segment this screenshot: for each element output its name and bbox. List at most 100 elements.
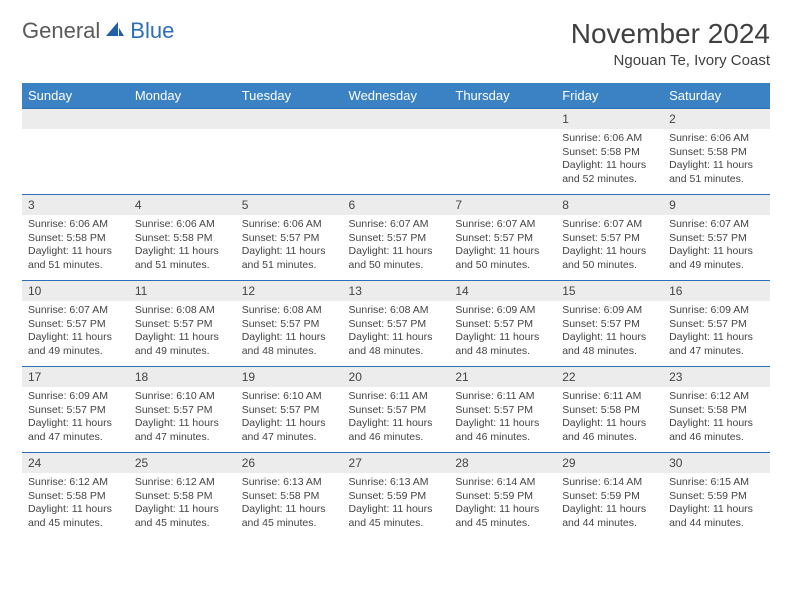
sunset-line: Sunset: 5:57 PM [242, 404, 320, 416]
location: Ngouan Te, Ivory Coast [571, 52, 770, 69]
day-body: Sunrise: 6:07 AMSunset: 5:57 PMDaylight:… [663, 215, 770, 279]
day-number: 29 [556, 453, 663, 473]
sunrise-line: Sunrise: 6:09 AM [455, 304, 535, 316]
calendar-cell: 12Sunrise: 6:08 AMSunset: 5:57 PMDayligh… [236, 281, 343, 367]
day-number: 3 [22, 195, 129, 215]
calendar-cell: 18Sunrise: 6:10 AMSunset: 5:57 PMDayligh… [129, 367, 236, 453]
sunset-line: Sunset: 5:57 PM [349, 232, 427, 244]
day-number: 24 [22, 453, 129, 473]
day-body: Sunrise: 6:07 AM Sunset: 5:57 PMDaylight:… [343, 215, 450, 279]
sunrise-line: Sunrise: 6:08 AM [135, 304, 215, 316]
weekday-header: Tuesday [236, 83, 343, 109]
sunrise-line: Sunrise: 6:11 AM [349, 390, 428, 402]
sail-icon [104, 18, 126, 44]
sunset-line: Sunset: 5:57 PM [455, 318, 533, 330]
sunset-line: Sunset: 5:58 PM [562, 146, 640, 158]
calendar-cell [236, 109, 343, 195]
daylight-line: Daylight: 11 hours and 50 minutes. [455, 245, 539, 271]
daylight-line: Daylight: 11 hours and 52 minutes. [562, 159, 646, 185]
day-number [449, 109, 556, 129]
calendar-cell: 25Sunrise: 6:12 AMSunset: 5:58 PMDayligh… [129, 453, 236, 539]
day-body: Sunrise: 6:06 AMSunset: 5:58 PMDaylight:… [663, 129, 770, 193]
daylight-line: Daylight: 11 hours and 50 minutes. [562, 245, 646, 271]
day-body: Sunrise: 6:12 AMSunset: 5:58 PMDaylight:… [129, 473, 236, 537]
calendar-week: 17Sunrise: 6:09 AMSunset: 5:57 PMDayligh… [22, 367, 770, 453]
calendar-cell [22, 109, 129, 195]
day-number: 8 [556, 195, 663, 215]
calendar-cell: 24Sunrise: 6:12 AMSunset: 5:58 PMDayligh… [22, 453, 129, 539]
day-body: Sunrise: 6:12 AMSunset: 5:58 PMDaylight:… [663, 387, 770, 451]
sunset-line: Sunset: 5:57 PM [562, 232, 640, 244]
sunrise-line: Sunrise: 6:11 AM [455, 390, 534, 402]
daylight-line: Daylight: 11 hours and 46 minutes. [562, 417, 646, 443]
sunrise-line: Sunrise: 6:13 AM [242, 476, 322, 488]
day-number: 6 [343, 195, 450, 215]
sunrise-line: Sunrise: 6:10 AM [135, 390, 215, 402]
sunrise-line: Sunrise: 6:06 AM [242, 218, 322, 230]
calendar-cell: 1Sunrise: 6:06 AMSunset: 5:58 PMDaylight… [556, 109, 663, 195]
day-number: 9 [663, 195, 770, 215]
daylight-line: Daylight: 11 hours and 49 minutes. [135, 331, 219, 357]
sunrise-line: Sunrise: 6:06 AM [135, 218, 215, 230]
sunrise-line: Sunrise: 6:13 AM [349, 476, 429, 488]
calendar-cell: 23Sunrise: 6:12 AMSunset: 5:58 PMDayligh… [663, 367, 770, 453]
day-number: 2 [663, 109, 770, 129]
day-number: 13 [343, 281, 450, 301]
daylight-line: Daylight: 11 hours and 50 minutes. [349, 245, 433, 271]
sunrise-line: Sunrise: 6:09 AM [562, 304, 642, 316]
sunrise-line: Sunrise: 6:06 AM [669, 132, 749, 144]
weekday-header: Sunday [22, 83, 129, 109]
day-body: Sunrise: 6:10 AMSunset: 5:57 PMDaylight:… [236, 387, 343, 451]
calendar-cell: 13Sunrise: 6:08 AMSunset: 5:57 PMDayligh… [343, 281, 450, 367]
calendar-cell: 29Sunrise: 6:14 AMSunset: 5:59 PMDayligh… [556, 453, 663, 539]
day-body: Sunrise: 6:14 AMSunset: 5:59 PMDaylight:… [556, 473, 663, 537]
calendar-cell: 11 Sunrise: 6:08 AM Sunset: 5:57 PMDayligh… [129, 281, 236, 367]
sunset-line: Sunset: 5:58 PM [135, 490, 213, 502]
day-body: Sunrise: 6:08 AM Sunset: 5:57 PMDaylight:… [129, 301, 236, 365]
sunset-line: Sunset: 5:58 PM [135, 232, 213, 244]
sunrise-line: Sunrise: 6:07 AM [349, 218, 429, 230]
sunrise-line: Sunrise: 6:06 AM [562, 132, 642, 144]
calendar-cell: 5Sunrise: 6:06 AMSunset: 5:57 PMDaylight… [236, 195, 343, 281]
sunset-line: Sunset: 5:57 PM [135, 318, 213, 330]
sunrise-line: Sunrise: 6:12 AM [135, 476, 215, 488]
sunset-line: Sunset: 5:58 PM [28, 232, 106, 244]
day-number: 14 [449, 281, 556, 301]
day-number: 28 [449, 453, 556, 473]
sunrise-line: Sunrise: 6:08 AM [349, 304, 429, 316]
calendar-week: 24 Sunrise: 6:12 AM Sunset: 5:58 PM Dayligh… [22, 453, 770, 539]
calendar-cell [343, 109, 450, 195]
calendar-cell: 10Sunrise: 6:07 AMSunset: 5:57 PMDayligh… [22, 281, 129, 367]
weekday-header: Wednesday [343, 83, 450, 109]
day-body: Sunrise: 6:07 AMSunset: 5:57 PMDaylight:… [22, 301, 129, 365]
calendar-cell: 3Sunrise: 6:06 AMSunset: 5:58 PMDaylight… [22, 195, 129, 281]
day-number: 15 [556, 281, 663, 301]
calendar-cell: 8Sunrise: 6:07 AMSunset: 5:57 PMDaylight… [556, 195, 663, 281]
day-number: 16 [663, 281, 770, 301]
daylight-line: Daylight: 11 hours and 46 minutes. [349, 417, 433, 443]
day-number: 19 [236, 367, 343, 387]
calendar-week: 3Sunrise: 6:06 AMSunset: 5:58 PMDaylight… [22, 195, 770, 281]
day-number: 11 [129, 281, 236, 301]
daylight-line: Daylight: 11 hours and 49 minutes. [28, 331, 112, 357]
sunset-line: Sunset: 5:58 PM [242, 490, 320, 502]
day-body: Sunrise: 6:07 AMSunset: 5:57 PMDaylight:… [449, 215, 556, 279]
daylight-line: Daylight: 11 hours and 47 minutes. [135, 417, 219, 443]
calendar-cell: 27Sunrise: 6:13 AMSunset: 5:59 PMDayligh… [343, 453, 450, 539]
daylight-line: Daylight: 11 hours and 51 minutes. [28, 245, 112, 271]
sunrise-line: Sunrise: 6:07 AM [28, 304, 108, 316]
sunset-line: Sunset: 5:59 PM [562, 490, 640, 502]
day-number [343, 109, 450, 129]
day-body: Sunrise: 6:11 AMSunset: 5:57 PMDaylight:… [449, 387, 556, 451]
day-body: Sunrise: 6:13 AMSunset: 5:58 PMDaylight:… [236, 473, 343, 537]
sunrise-line: Sunrise: 6:12 AM [669, 390, 749, 402]
day-number: 20 [343, 367, 450, 387]
daylight-line: Daylight: 11 hours and 46 minutes. [455, 417, 539, 443]
sunset-line: Sunset: 5:57 PM [242, 232, 320, 244]
logo-text-blue: Blue [130, 18, 174, 44]
daylight-line: Daylight: 11 hours and 46 minutes. [669, 417, 753, 443]
day-number: 17 [22, 367, 129, 387]
sunset-line: Sunset: 5:57 PM [669, 232, 747, 244]
sunset-line: Sunset: 5:57 PM [562, 318, 640, 330]
daylight-line: Daylight: 11 hours and 44 minutes. [562, 503, 646, 529]
